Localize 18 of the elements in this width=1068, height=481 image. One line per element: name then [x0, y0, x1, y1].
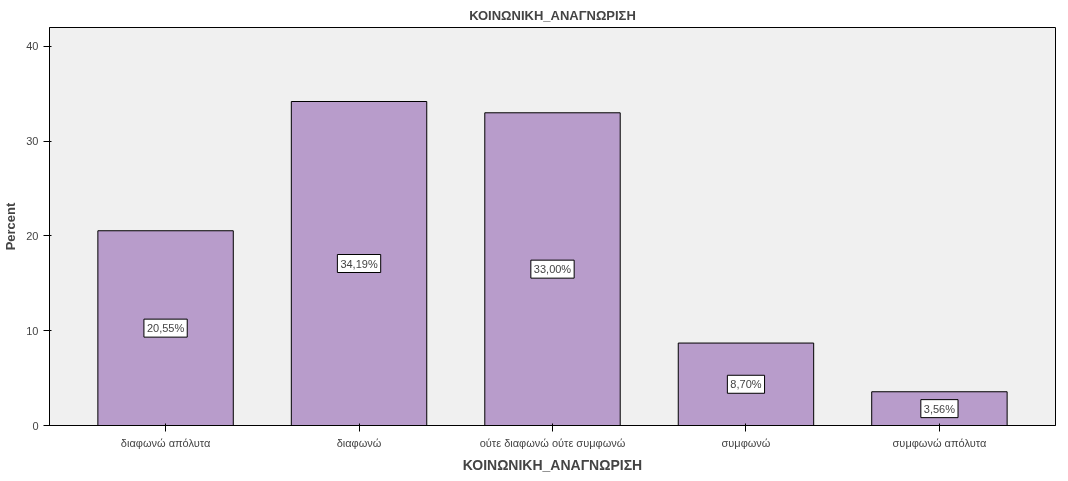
x-tick-label: διαφωνώ [336, 436, 382, 449]
data-label: 20,55% [146, 322, 185, 335]
data-label: 33,00% [533, 263, 572, 276]
data-label: 34,19% [340, 257, 378, 270]
x-tick-label: συμφωνώ [721, 436, 771, 449]
y-tick-label: 10 [26, 324, 39, 337]
y-tick-label: 30 [26, 135, 39, 148]
data-label: 3,56% [923, 402, 956, 415]
data-label: 8,70% [730, 378, 762, 391]
x-axis-title: ΚΟΙΝΩΝΙΚΗ_ΑΝΑΓΝΩΡΙΣΗ [462, 456, 643, 473]
x-tick-label: ούτε διαφωνώ ούτε συμφωνώ [479, 436, 626, 449]
y-tick-label: 40 [26, 40, 39, 53]
x-tick-label: διαφωνώ απόλυτα [120, 436, 211, 449]
y-tick-label: 20 [26, 229, 39, 242]
y-tick-label: 0 [32, 419, 39, 432]
y-axis-title: Percent [3, 201, 19, 251]
x-tick-label: συμφωνώ απόλυτα [892, 436, 987, 449]
chart-title: ΚΟΙΝΩΝΙΚΗ_ΑΝΑΓΝΩΡΙΣΗ [469, 7, 636, 23]
